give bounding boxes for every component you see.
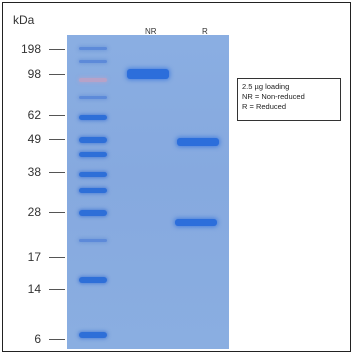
r-heavy-chain-band bbox=[177, 138, 219, 146]
nr-sample-band bbox=[127, 69, 169, 79]
ladder-band-198 bbox=[79, 47, 107, 50]
ladder-band-6 bbox=[79, 332, 107, 338]
ladder-band-49 bbox=[79, 137, 107, 143]
lane-label-r: R bbox=[202, 27, 208, 36]
ladder-band-faint-3 bbox=[79, 239, 107, 242]
legend-loading: 2.5 µg loading bbox=[242, 82, 290, 91]
ladder-band-14 bbox=[79, 277, 107, 283]
ladder-band-faint-1 bbox=[79, 60, 107, 63]
marker-label-98: 98 bbox=[27, 67, 41, 81]
ladder-band-faint-2 bbox=[79, 96, 107, 99]
ladder-band-32 bbox=[79, 188, 107, 193]
ladder-band-28 bbox=[79, 210, 107, 216]
marker-label-198: 198 bbox=[20, 42, 41, 56]
marker-tick-14 bbox=[49, 289, 65, 290]
marker-label-28: 28 bbox=[27, 205, 41, 219]
marker-label-38: 38 bbox=[27, 165, 41, 179]
ladder-band-62 bbox=[79, 115, 107, 120]
marker-tick-28 bbox=[49, 212, 65, 213]
figure-frame: kDa 198 98 62 49 38 28 17 14 6 NR R 2.5 … bbox=[2, 2, 351, 352]
legend-box: 2.5 µg loading NR = Non-reduced R = Redu… bbox=[237, 78, 341, 121]
ladder-band-98 bbox=[79, 78, 107, 82]
r-light-chain-band bbox=[175, 219, 217, 226]
marker-label-14: 14 bbox=[27, 282, 41, 296]
marker-tick-38 bbox=[49, 172, 65, 173]
marker-tick-17 bbox=[49, 257, 65, 258]
legend-r: R = Reduced bbox=[242, 102, 286, 111]
marker-label-49: 49 bbox=[27, 132, 41, 146]
marker-label-17: 17 bbox=[27, 250, 41, 264]
axis-unit-label: kDa bbox=[13, 13, 35, 27]
ladder-band-42 bbox=[79, 152, 107, 157]
marker-label-6: 6 bbox=[34, 332, 41, 346]
marker-tick-62 bbox=[49, 115, 65, 116]
marker-tick-98 bbox=[49, 74, 65, 75]
lane-label-nr: NR bbox=[145, 27, 157, 36]
ladder-band-38 bbox=[79, 172, 107, 177]
marker-label-62: 62 bbox=[27, 108, 41, 122]
marker-tick-198 bbox=[49, 49, 65, 50]
marker-tick-49 bbox=[49, 139, 65, 140]
legend-nr: NR = Non-reduced bbox=[242, 92, 305, 101]
marker-tick-6 bbox=[49, 339, 65, 340]
